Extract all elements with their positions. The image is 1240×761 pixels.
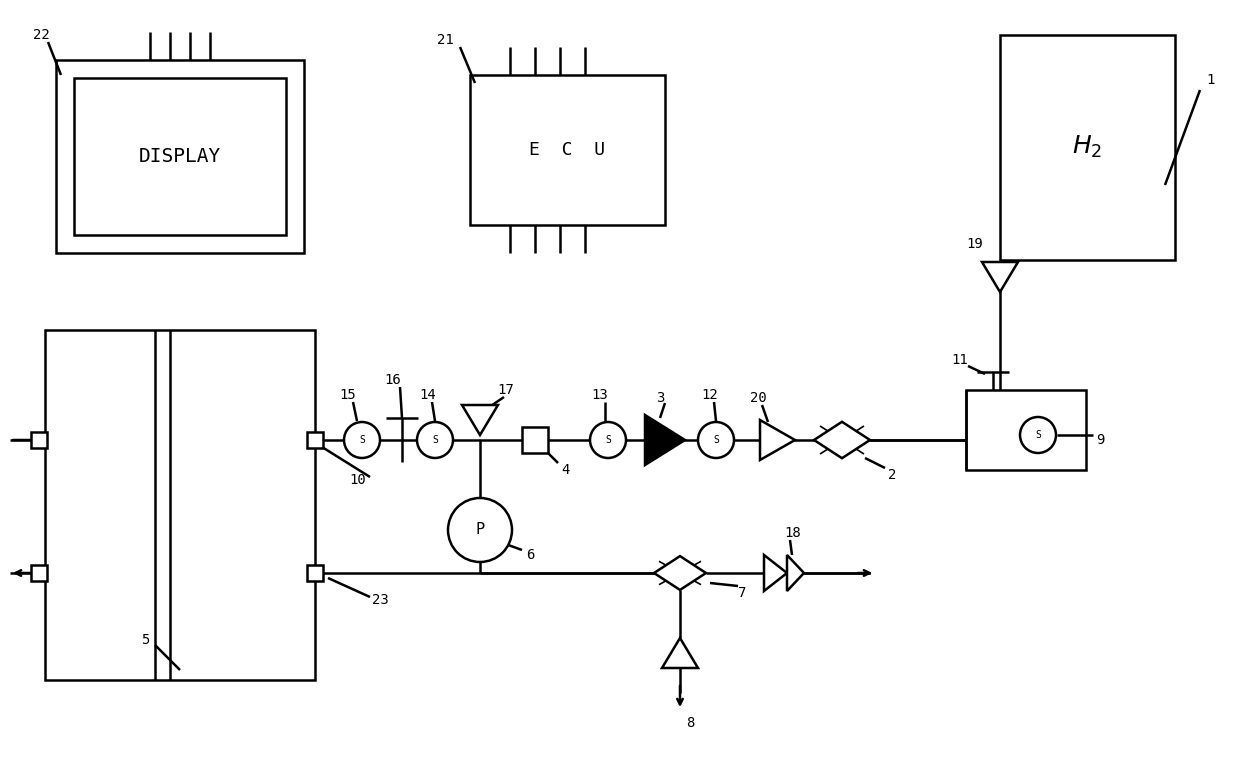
- Text: 15: 15: [340, 388, 356, 402]
- Bar: [56, 60, 304, 253]
- Bar: [74, 78, 286, 235]
- Text: DISPLAY: DISPLAY: [139, 147, 221, 165]
- Text: 22: 22: [32, 28, 50, 42]
- Polygon shape: [982, 262, 1018, 292]
- Polygon shape: [764, 555, 787, 591]
- Text: S: S: [432, 435, 438, 445]
- Polygon shape: [787, 555, 804, 591]
- Text: 20: 20: [750, 391, 766, 405]
- Text: 19: 19: [967, 237, 983, 251]
- Polygon shape: [760, 420, 795, 460]
- Bar: [31, 432, 47, 448]
- Circle shape: [698, 422, 734, 458]
- Text: 10: 10: [350, 473, 366, 487]
- Text: 14: 14: [419, 388, 436, 402]
- Text: 9: 9: [1096, 433, 1104, 447]
- Bar: [470, 75, 665, 225]
- Text: 18: 18: [785, 526, 801, 540]
- Bar: [522, 427, 548, 453]
- Circle shape: [448, 498, 512, 562]
- Circle shape: [343, 422, 379, 458]
- Text: S: S: [1035, 430, 1040, 440]
- Polygon shape: [645, 415, 684, 465]
- Text: 8: 8: [686, 716, 694, 730]
- Bar: [999, 35, 1176, 260]
- Text: P: P: [475, 523, 485, 537]
- Circle shape: [417, 422, 453, 458]
- Text: 13: 13: [591, 388, 609, 402]
- Text: 4: 4: [560, 463, 569, 477]
- Bar: [31, 565, 47, 581]
- Polygon shape: [463, 405, 498, 435]
- Text: 3: 3: [656, 391, 665, 405]
- Text: $H_2$: $H_2$: [1071, 134, 1102, 160]
- Text: 7: 7: [738, 586, 746, 600]
- Polygon shape: [813, 422, 870, 458]
- Text: E  C  U: E C U: [529, 141, 605, 159]
- Text: 21: 21: [436, 33, 454, 47]
- Circle shape: [1021, 417, 1056, 453]
- Polygon shape: [653, 556, 706, 590]
- Text: 2: 2: [888, 468, 897, 482]
- Circle shape: [590, 422, 626, 458]
- Text: 11: 11: [951, 353, 968, 367]
- Text: 1: 1: [1205, 73, 1214, 87]
- Text: 17: 17: [497, 383, 515, 397]
- Bar: [45, 330, 315, 680]
- Bar: [308, 565, 322, 581]
- Text: S: S: [360, 435, 365, 445]
- Text: 12: 12: [702, 388, 718, 402]
- Text: 6: 6: [526, 548, 534, 562]
- Text: S: S: [713, 435, 719, 445]
- Text: 23: 23: [372, 593, 388, 607]
- Text: 5: 5: [141, 633, 149, 647]
- Polygon shape: [662, 638, 698, 668]
- Bar: [966, 390, 1086, 470]
- Bar: [308, 432, 322, 448]
- Text: 16: 16: [384, 373, 402, 387]
- Text: S: S: [605, 435, 611, 445]
